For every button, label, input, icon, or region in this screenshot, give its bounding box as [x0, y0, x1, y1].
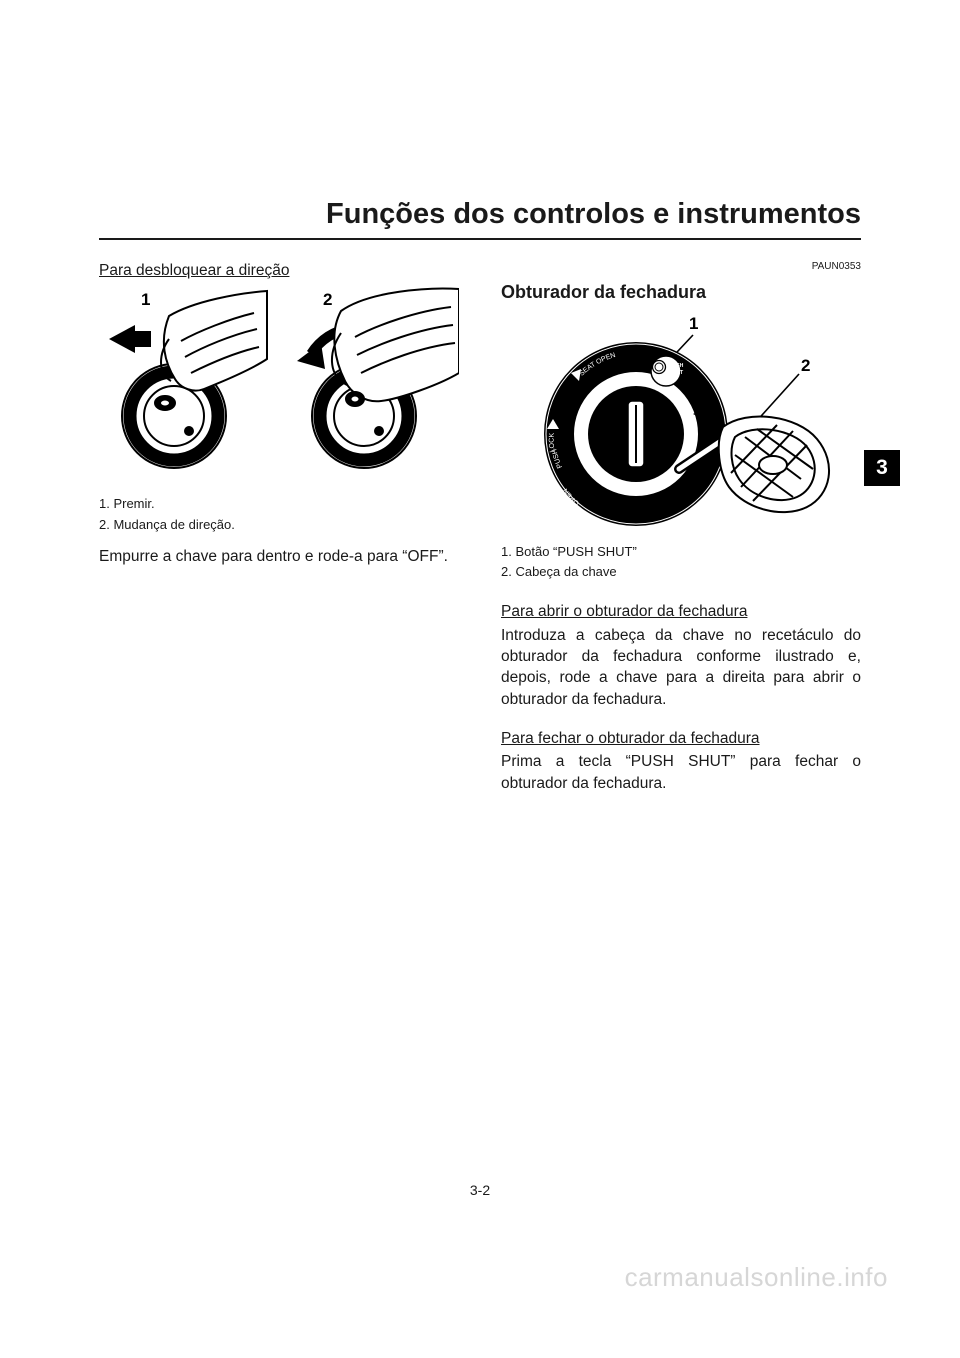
- fig-label-1: 1: [141, 290, 150, 309]
- page-number: 3-2: [0, 1182, 960, 1198]
- left-column: Para desbloquear a direção 1 2: [99, 260, 459, 794]
- content-columns: Para desbloquear a direção 1 2: [99, 260, 861, 794]
- right-heading: Obturador da fechadura: [501, 280, 861, 305]
- hand-left: [161, 291, 267, 391]
- chapter-tab: 3: [864, 450, 900, 486]
- lock-dial: PUSH SHUT OFF ON: [544, 342, 728, 526]
- left-subheading: Para desbloquear a direção: [99, 260, 459, 281]
- right-para2-head: Para fechar o obturador da fechadura: [501, 728, 861, 749]
- left-caption-1: 1. Premir.: [99, 494, 459, 515]
- fig-label-1: 1: [689, 314, 698, 333]
- fig-label-2: 2: [801, 356, 810, 375]
- right-caption-2: 2. Cabeça da chave: [501, 562, 861, 583]
- left-caption-list: 1. Premir. 2. Mudança de direção.: [99, 494, 459, 536]
- left-figure: 1 2: [99, 281, 459, 486]
- right-column: PAUN0353 Obturador da fechadura 1 2: [501, 260, 861, 794]
- push-label: PUSH: [669, 363, 684, 369]
- right-caption-list: 1. Botão “PUSH SHUT” 2. Cabeça da chave: [501, 542, 861, 584]
- right-para1-body: Introduza a cabeça da chave no recetácul…: [501, 625, 861, 711]
- right-caption-1: 1. Botão “PUSH SHUT”: [501, 542, 861, 563]
- right-para1-head: Para abrir o obturador da fechadura: [501, 601, 861, 622]
- shut-label: SHUT: [669, 370, 684, 376]
- right-figure: 1 2: [501, 309, 861, 534]
- page-title: Funções dos controlos e instrumentos: [99, 198, 861, 231]
- push-arrow-icon: [109, 325, 151, 353]
- left-caption-2: 2. Mudança de direção.: [99, 515, 459, 536]
- right-para2-body: Prima a tecla “PUSH SHUT” para fechar o …: [501, 751, 861, 794]
- left-body: Empurre a chave para dentro e rode-a par…: [99, 546, 459, 567]
- watermark: carmanualsonline.info: [625, 1262, 888, 1293]
- on-label: ON: [704, 410, 715, 419]
- hand-right: [332, 289, 459, 406]
- header-rule: [99, 238, 861, 240]
- fig-label-2: 2: [323, 290, 332, 309]
- doc-code: PAUN0353: [812, 260, 861, 274]
- off-label: OFF: [691, 384, 706, 393]
